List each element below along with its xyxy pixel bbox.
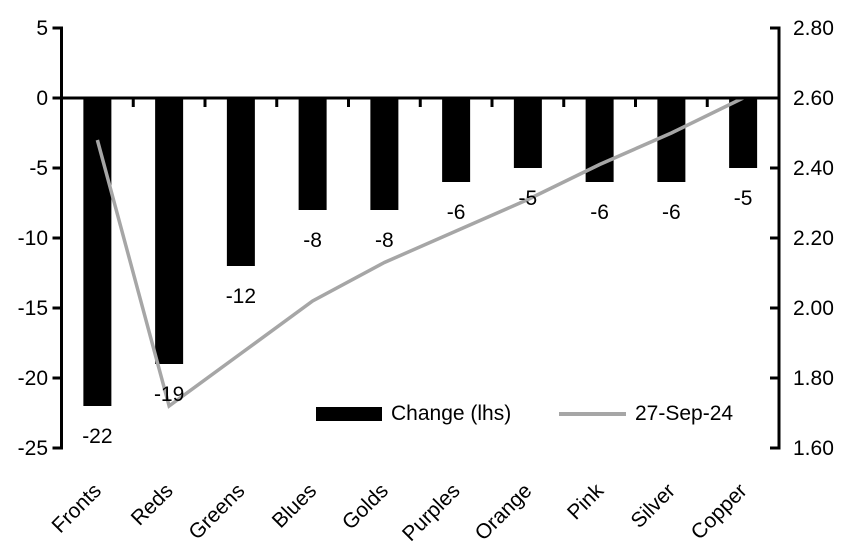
category-label-pink: Pink xyxy=(563,479,609,525)
category-label-silver: Silver xyxy=(627,479,680,532)
left-axis-tick-label: -5 xyxy=(29,157,48,180)
right-axis-tick-label: 2.80 xyxy=(793,17,834,40)
right-axis-tick-label: 1.60 xyxy=(793,437,834,460)
bar-value-label: -6 xyxy=(590,201,609,224)
legend-label-change: Change (lhs) xyxy=(391,402,512,425)
bar-orange xyxy=(513,98,542,168)
bar-reds xyxy=(155,98,184,364)
category-label-copper: Copper xyxy=(687,479,752,544)
line-series xyxy=(95,96,744,409)
category-label-reds: Reds xyxy=(127,479,178,530)
line-series-swatch-icon xyxy=(559,412,626,416)
bar-blues xyxy=(298,98,327,210)
left-axis-tick-label: 5 xyxy=(36,17,48,40)
bar-golds xyxy=(370,98,399,210)
legend-item-line: 27-Sep-24 xyxy=(559,401,733,427)
bar-greens xyxy=(226,98,255,266)
bar-value-label: -5 xyxy=(519,187,538,210)
bar-value-label: -6 xyxy=(662,201,681,224)
bar-value-label: -12 xyxy=(226,285,256,308)
bar-value-label: -8 xyxy=(375,229,394,252)
category-label-orange: Orange xyxy=(471,479,537,545)
bar-value-label: -22 xyxy=(82,425,112,448)
right-axis-tick-label: 2.40 xyxy=(793,157,834,180)
bar-value-label: -19 xyxy=(154,383,184,406)
right-axis-tick-label: 2.00 xyxy=(793,297,834,320)
bar-value-label: -5 xyxy=(734,187,753,210)
left-axis-tick-label: -20 xyxy=(18,367,48,390)
legend-item-change: Change (lhs) xyxy=(316,401,511,427)
category-label-purples: Purples xyxy=(398,479,465,546)
right-axis-tick-label: 1.80 xyxy=(793,367,834,390)
bar-value-label: -8 xyxy=(303,229,322,252)
bar-silver xyxy=(657,98,686,182)
left-axis-tick-label: -15 xyxy=(18,297,48,320)
right-axis-tick-label: 2.60 xyxy=(793,87,834,110)
bar-value-label: -6 xyxy=(447,201,466,224)
bar-purples xyxy=(442,98,471,182)
category-label-fronts: Fronts xyxy=(48,479,106,537)
category-label-greens: Greens xyxy=(184,479,249,544)
bar-series-swatch-icon xyxy=(316,407,382,421)
bar-copper xyxy=(729,98,758,168)
left-axis-tick-label: -10 xyxy=(18,227,48,250)
category-label-blues: Blues xyxy=(268,479,321,532)
left-axis-tick-label: -25 xyxy=(18,437,48,460)
right-axis-tick-label: 2.20 xyxy=(793,227,834,250)
left-axis-tick-label: 0 xyxy=(36,87,48,110)
legend-label-line: 27-Sep-24 xyxy=(635,402,734,425)
bar-fronts xyxy=(83,98,112,406)
category-label-golds: Golds xyxy=(338,479,393,534)
